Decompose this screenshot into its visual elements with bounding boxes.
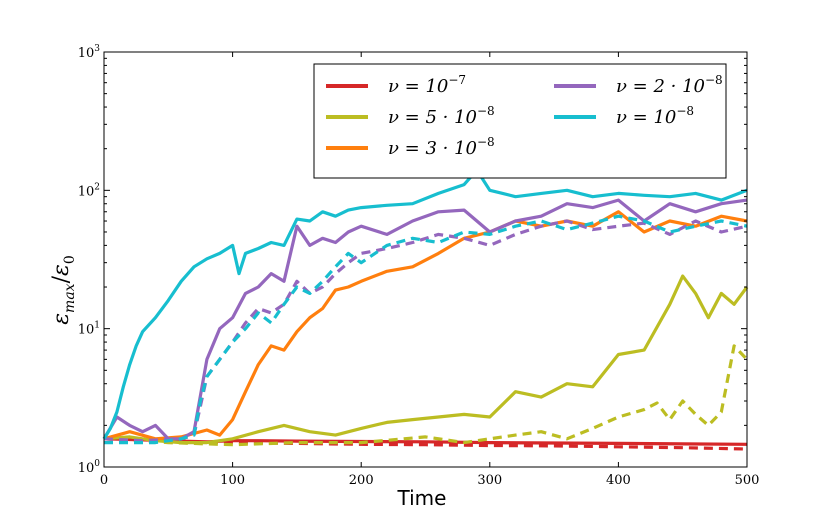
svg-text:εmax/ε0: εmax/ε0 [49, 255, 78, 325]
series-5-solid-line [102, 168, 748, 440]
y-axis-label: εmax/ε0 [49, 255, 78, 325]
x-tick-label: 100 [220, 473, 245, 488]
legend-box [313, 63, 727, 179]
y-label-denominator: ε [49, 264, 74, 276]
legend: ν = 10−7 ν = 5 · 10−8 ν = 3 · 10−8 ν = 2 · … [313, 63, 727, 179]
legend-label-3: ν = 3 · 10−8 [388, 135, 495, 159]
axes-frame [103, 51, 748, 468]
y-label-slash: / [49, 275, 74, 283]
legend-label-2: ν = 5 · 10−8 [388, 104, 495, 128]
y-tick-label: 101 [78, 321, 100, 338]
series-4-dashed-line [103, 219, 748, 443]
x-axis-label: Time [397, 486, 447, 510]
series-2-dashed-line [103, 344, 749, 447]
x-tick-label: 300 [477, 473, 502, 488]
y-label-sub-max: max [62, 283, 78, 313]
legend-label-1: ν = 10−7 [388, 73, 466, 97]
legend-label-5: ν = 10−8 [616, 104, 694, 128]
y-label-sub-zero: 0 [62, 255, 78, 264]
x-tick-label: 200 [349, 473, 374, 488]
x-tick-label: 500 [735, 473, 760, 488]
legend-label-4: ν = 2 · 10−8 [616, 73, 723, 97]
x-tick-label: 400 [606, 473, 631, 488]
y-tick-label: 100 [78, 459, 101, 476]
series-2-solid-line [103, 274, 749, 445]
y-label-main: ε [49, 313, 74, 325]
x-tick-label: 0 [100, 473, 108, 488]
y-tick-label: 102 [78, 182, 100, 199]
series-3-solid-line [103, 210, 748, 441]
series-5-dashed-line [104, 214, 748, 445]
y-tick-label: 103 [78, 44, 101, 61]
series-layer [102, 168, 749, 451]
